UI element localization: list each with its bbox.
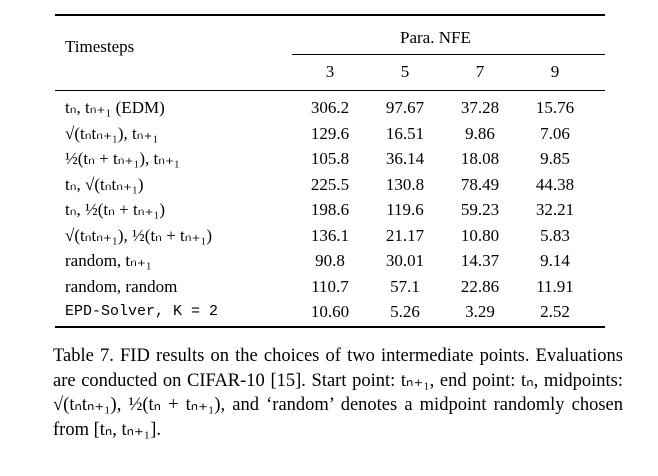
row-label: random, random	[65, 276, 178, 296]
cell: 198.6	[310, 200, 350, 219]
cell: 3.29	[465, 302, 495, 321]
row-label: tₙ, √(tₙtₙ₊₁)	[65, 174, 144, 194]
row-label: √(tₙtₙ₊₁), tₙ₊₁	[65, 123, 159, 143]
row-label: random, tₙ₊₁	[65, 251, 152, 270]
cell: 15.76	[535, 98, 575, 117]
bottom-rule	[55, 326, 605, 328]
cell: 129.6	[310, 123, 350, 143]
cell: 32.21	[535, 200, 575, 219]
group-title: Para. NFE	[400, 28, 471, 47]
cell: 136.1	[310, 225, 350, 245]
row-title: Timesteps	[65, 37, 135, 56]
cell: 10.80	[460, 225, 500, 245]
cell: 90.8	[315, 251, 345, 270]
cell: 37.28	[460, 98, 500, 117]
top-rule	[55, 14, 605, 16]
header-rule	[55, 90, 605, 91]
cell: 5.26	[390, 302, 420, 321]
row-label: tₙ, ½(tₙ + tₙ₊₁)	[65, 200, 166, 219]
cell: 57.1	[390, 276, 420, 296]
cell: 130.8	[385, 174, 425, 194]
row-label: ½(tₙ + tₙ₊₁), tₙ₊₁	[65, 149, 180, 168]
cell: 97.67	[385, 98, 425, 117]
cell: 10.60	[310, 302, 350, 321]
cell: 18.08	[460, 149, 500, 168]
cell: 30.01	[385, 251, 425, 270]
row-label: √(tₙtₙ₊₁), ½(tₙ + tₙ₊₁)	[65, 225, 213, 245]
cell: 105.8	[310, 149, 350, 168]
cell: 78.49	[460, 174, 500, 194]
column-header: 5	[400, 62, 410, 81]
cell: 44.38	[535, 174, 575, 194]
cell: 9.86	[465, 123, 495, 143]
cell: 11.91	[536, 276, 574, 296]
caption: Table 7. FID results on the choices of t…	[53, 346, 623, 440]
cell: 306.2	[310, 98, 350, 117]
cell: 119.6	[386, 200, 424, 219]
row-label: tₙ, tₙ₊₁ (EDM)	[65, 98, 165, 117]
group-rule	[292, 54, 605, 55]
cell: 7.06	[540, 123, 570, 143]
cell: 16.51	[385, 123, 425, 143]
cell: 36.14	[385, 149, 425, 168]
cell: 14.37	[460, 251, 500, 270]
cell: 59.23	[460, 200, 500, 219]
cell: 22.86	[460, 276, 500, 296]
column-header: 7	[475, 62, 485, 81]
cell: 9.14	[540, 251, 570, 270]
row-label: EPD-Solver, K = 2	[65, 303, 219, 320]
cell: 110.7	[311, 276, 349, 296]
cell: 21.17	[385, 225, 425, 245]
cell: 225.5	[310, 174, 350, 194]
cell: 5.83	[540, 225, 570, 245]
column-header: 3	[325, 62, 335, 81]
cell: 9.85	[540, 149, 570, 168]
column-header: 9	[550, 62, 560, 81]
cell: 2.52	[540, 302, 570, 321]
